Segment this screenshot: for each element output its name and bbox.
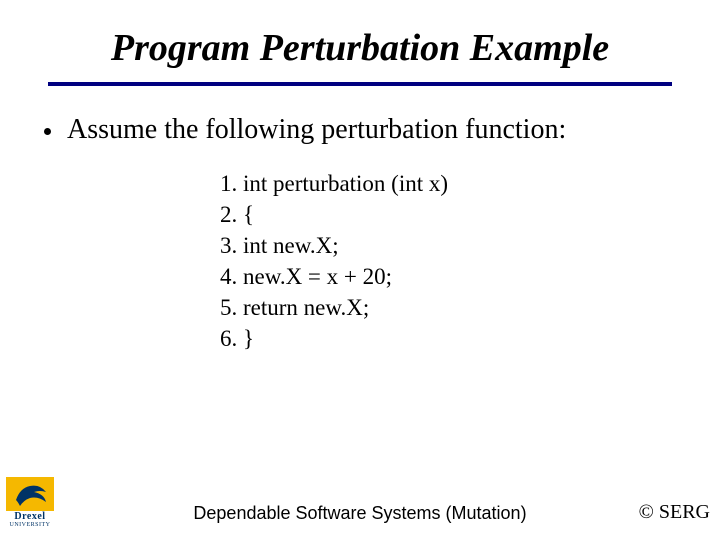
code-line: 4. new.X = x + 20;: [220, 261, 680, 292]
footer: Drexel UNIVERSITY Dependable Software Sy…: [0, 478, 720, 528]
code-line: 2. {: [220, 199, 680, 230]
code-line: 6. }: [220, 323, 680, 354]
slide: Program Perturbation Example Assume the …: [0, 0, 720, 540]
slide-title: Program Perturbation Example: [40, 26, 680, 70]
footer-center-text: Dependable Software Systems (Mutation): [0, 503, 720, 524]
code-block: 1. int perturbation (int x) 2. { 3. int …: [220, 168, 680, 354]
code-line: 5. return new.X;: [220, 292, 680, 323]
footer-right-text: © SERG: [639, 501, 710, 524]
bullet-dot-icon: [44, 128, 51, 135]
code-line: 3. int new.X;: [220, 230, 680, 261]
title-rule: [48, 82, 672, 86]
bullet-row: Assume the following perturbation functi…: [40, 114, 680, 146]
code-line: 1. int perturbation (int x): [220, 168, 680, 199]
bullet-text: Assume the following perturbation functi…: [67, 114, 566, 146]
